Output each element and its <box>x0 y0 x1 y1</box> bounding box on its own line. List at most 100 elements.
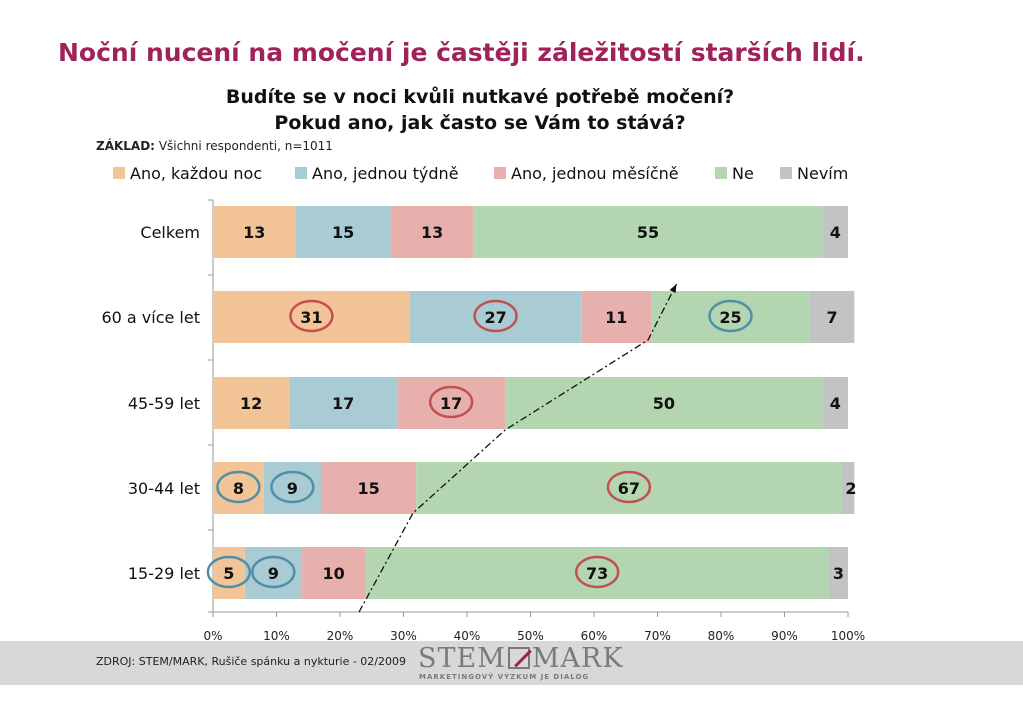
highlight-circle <box>251 555 296 589</box>
x-tick-label: 90% <box>771 629 798 643</box>
x-tick-label: 40% <box>454 629 481 643</box>
question-line-1: Budíte se v noci kvůli nutkavé potřebě m… <box>225 86 735 108</box>
bar-segment <box>409 291 582 343</box>
base-text: Všichni respondenti, n=1011 <box>158 139 333 153</box>
highlight-circle <box>289 299 334 333</box>
bar-segment <box>809 291 855 343</box>
legend-swatch-1 <box>113 167 125 179</box>
bar-value-label: 4 <box>830 394 841 413</box>
x-tick-label: 30% <box>390 629 417 643</box>
bar-segment <box>841 462 855 514</box>
bar-segment <box>505 377 823 429</box>
bar-value-label: 5 <box>223 564 234 583</box>
bar-value-label: 9 <box>268 564 279 583</box>
x-tick-label: 10% <box>263 629 290 643</box>
bar-value-label: 25 <box>719 308 741 327</box>
bar-segment <box>289 377 398 429</box>
legend-label-4: Ne <box>732 164 754 183</box>
bar-segment <box>473 206 823 258</box>
highlight-circle <box>473 299 518 333</box>
bar-value-label: 15 <box>357 479 379 498</box>
bar-segment <box>397 377 506 429</box>
x-tick-label: 50% <box>517 629 544 643</box>
stem-mark-logo: STEM MARK MARKETINGOVÝ VÝZKUM JE DIALOG <box>418 643 628 687</box>
bar-segment <box>263 462 321 514</box>
legend-swatch-2 <box>295 167 307 179</box>
legend-swatch-5 <box>780 167 792 179</box>
bar-value-label: 13 <box>243 223 265 242</box>
logo-word-right: MARK <box>531 643 624 674</box>
bar-value-label: 9 <box>287 479 298 498</box>
bar-segment <box>295 206 391 258</box>
bar-value-label: 55 <box>637 223 659 242</box>
legend-swatch-3 <box>494 167 506 179</box>
highlight-circle <box>574 555 620 589</box>
legend-label-1: Ano, každou noc <box>130 164 262 183</box>
bar-segment <box>301 547 366 599</box>
highlight-circle <box>708 299 753 333</box>
logo-wordmark: STEM MARK <box>418 643 624 674</box>
bar-value-label: 4 <box>830 223 841 242</box>
highlight-circle <box>428 385 474 419</box>
bar-value-label: 3 <box>833 564 844 583</box>
headline: Noční nucení na močení je častěji záleži… <box>58 38 865 67</box>
bar-value-label: 31 <box>300 308 322 327</box>
base-label: ZÁKLAD: <box>96 139 155 153</box>
bar-segment <box>213 206 296 258</box>
bar-value-label: 2 <box>845 479 856 498</box>
bar-value-label: 73 <box>586 564 608 583</box>
bar-segment <box>581 291 652 343</box>
bar-segment <box>213 547 245 599</box>
category-label: Celkem <box>140 223 200 242</box>
bar-segment <box>651 291 810 343</box>
bar-segment <box>828 547 848 599</box>
legend-label-2: Ano, jednou týdně <box>312 164 459 183</box>
bar-segment <box>365 547 829 599</box>
bar-segment <box>320 462 417 514</box>
logo-tagline: MARKETINGOVÝ VÝZKUM JE DIALOG <box>419 673 590 681</box>
bar-value-label: 67 <box>618 479 640 498</box>
legend-label-5: Nevím <box>797 164 848 183</box>
x-tick-label: 70% <box>644 629 671 643</box>
logo-word-left: STEM <box>418 643 506 674</box>
bar-segment <box>213 291 410 343</box>
bar-value-label: 17 <box>440 394 462 413</box>
bar-value-label: 12 <box>240 394 262 413</box>
bar-value-label: 15 <box>332 223 354 242</box>
category-label: 45-59 let <box>128 394 200 413</box>
highlight-circle <box>606 470 652 504</box>
question-line-2: Pokud ano, jak často se Vám to stává? <box>274 112 686 134</box>
highlight-circle <box>270 470 315 504</box>
x-tick-label: 80% <box>708 629 735 643</box>
bar-segment <box>244 547 302 599</box>
bar-segment <box>822 377 848 429</box>
bar-segment <box>213 377 290 429</box>
bar-value-label: 13 <box>421 223 443 242</box>
bar-value-label: 8 <box>233 479 244 498</box>
legend-label-3: Ano, jednou měsíčně <box>511 164 679 183</box>
bar-value-label: 50 <box>653 394 675 413</box>
bar-value-label: 7 <box>827 308 838 327</box>
bar-value-label: 11 <box>605 308 627 327</box>
bar-segment <box>822 206 848 258</box>
highlight-circle <box>206 555 252 589</box>
category-label: 15-29 let <box>128 564 200 583</box>
bar-segment <box>416 462 842 514</box>
source-note: ZDROJ: STEM/MARK, Rušiče spánku a nyktur… <box>96 655 406 668</box>
x-tick-label: 60% <box>581 629 608 643</box>
legend-swatch-4 <box>715 167 727 179</box>
bar-value-label: 27 <box>484 308 506 327</box>
x-tick-label: 0% <box>203 629 222 643</box>
trend-arrow-line <box>358 283 678 613</box>
base-note: ZÁKLAD: Všichni respondenti, n=1011 <box>96 139 333 153</box>
x-tick-label: 100% <box>831 629 865 643</box>
bar-segment <box>390 206 474 258</box>
bar-value-label: 17 <box>332 394 354 413</box>
x-tick-label: 20% <box>327 629 354 643</box>
bar-segment <box>213 462 264 514</box>
trend-arrow-head <box>669 284 677 293</box>
category-label: 60 a více let <box>101 308 200 327</box>
category-label: 30-44 let <box>128 479 200 498</box>
logo-slash-box-icon <box>507 647 532 669</box>
